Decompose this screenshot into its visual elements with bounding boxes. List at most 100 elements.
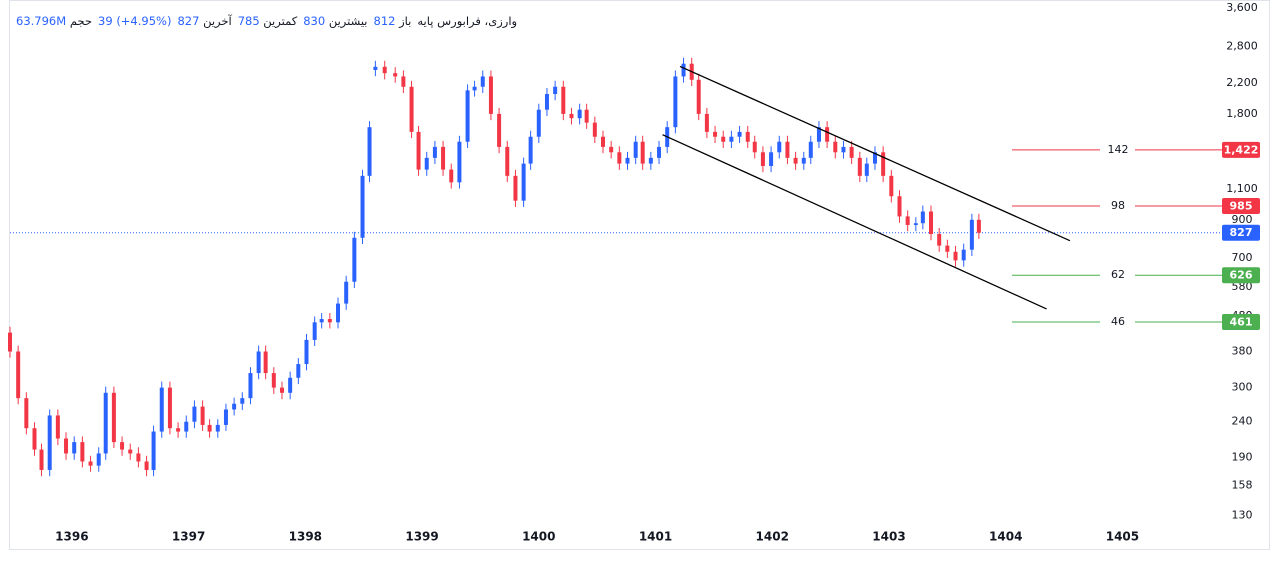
candle-body bbox=[151, 431, 156, 470]
candle-body bbox=[352, 237, 357, 282]
level-name: 142 bbox=[1108, 143, 1129, 156]
candle-body bbox=[864, 163, 869, 176]
candle-body bbox=[729, 136, 734, 142]
info-item: کمترین 785 bbox=[238, 14, 298, 28]
symbol-title: وارزی، فرابورس پایه bbox=[417, 14, 518, 28]
candle-body bbox=[657, 146, 662, 158]
x-tick-label: 1401 bbox=[639, 530, 672, 544]
candle-body bbox=[937, 234, 942, 246]
candle-body bbox=[553, 86, 558, 95]
x-tick-label: 1399 bbox=[405, 530, 438, 544]
candle-body bbox=[240, 398, 245, 404]
candle-body bbox=[953, 251, 958, 261]
info-item: حجم 63.796M bbox=[16, 14, 92, 28]
info-value: 39 bbox=[98, 14, 113, 28]
candle-body bbox=[737, 131, 742, 137]
candle-body bbox=[769, 152, 774, 166]
chart-frame bbox=[9, 0, 1270, 550]
candle-body bbox=[752, 141, 757, 153]
candle-body bbox=[505, 146, 510, 176]
candle-body bbox=[207, 424, 212, 432]
price-badge-label: 985 bbox=[1230, 199, 1253, 212]
candle-body bbox=[424, 157, 429, 170]
info-value: 827 bbox=[177, 14, 200, 28]
candle-body bbox=[55, 415, 60, 439]
level-name: 98 bbox=[1111, 199, 1125, 212]
candle-body bbox=[881, 152, 886, 176]
candle-body bbox=[592, 122, 597, 137]
candle-body bbox=[304, 339, 309, 365]
candle-body bbox=[111, 392, 116, 443]
candle-body bbox=[465, 90, 470, 142]
price-badge bbox=[1222, 267, 1260, 284]
candle-body bbox=[136, 453, 141, 462]
candle-body bbox=[441, 146, 446, 170]
candle-body bbox=[80, 442, 85, 462]
candle-body bbox=[897, 196, 902, 217]
candle-body bbox=[296, 364, 301, 378]
trend-line bbox=[679, 65, 1071, 242]
price-badge-label: 626 bbox=[1230, 269, 1253, 282]
candle-body bbox=[176, 428, 181, 432]
candle-body bbox=[432, 146, 437, 158]
candle-body bbox=[625, 157, 630, 164]
candle-body bbox=[263, 351, 268, 374]
level-name: 46 bbox=[1111, 315, 1125, 328]
x-tick-label: 1396 bbox=[55, 530, 88, 544]
price-badge bbox=[1222, 141, 1260, 158]
candle-body bbox=[721, 136, 726, 142]
candle-body bbox=[577, 109, 582, 119]
candle-body bbox=[409, 86, 414, 132]
x-tick-label: 1400 bbox=[522, 530, 555, 544]
y-tick-label: 130 bbox=[1232, 508, 1253, 521]
candle-body bbox=[681, 63, 686, 77]
candle-body bbox=[889, 175, 894, 197]
price-badge-label: 461 bbox=[1230, 315, 1253, 328]
trend-line bbox=[662, 134, 1047, 310]
candle-body bbox=[472, 86, 477, 91]
info-label: آخرین bbox=[203, 14, 232, 28]
candle-body bbox=[16, 351, 21, 399]
y-tick-label: 190 bbox=[1232, 450, 1253, 463]
candle-body bbox=[144, 461, 149, 470]
candle-body bbox=[536, 109, 541, 137]
candle-body bbox=[528, 136, 533, 164]
candle-body bbox=[905, 216, 910, 225]
candle-body bbox=[344, 281, 349, 304]
info-value: 830 bbox=[303, 14, 326, 28]
candle-body bbox=[920, 211, 925, 224]
x-tick-label: 1397 bbox=[172, 530, 205, 544]
y-tick-label: 158 bbox=[1232, 479, 1253, 492]
candle-body bbox=[857, 157, 862, 176]
candle-body bbox=[569, 113, 574, 119]
candle-body bbox=[704, 113, 709, 132]
info-item: بیشترین 830 bbox=[303, 14, 367, 28]
candle-body bbox=[32, 428, 37, 450]
candle-body bbox=[279, 387, 284, 393]
x-tick-label: 1403 bbox=[872, 530, 905, 544]
info-value: 63.796M bbox=[16, 14, 67, 28]
candle-body bbox=[961, 249, 966, 261]
candle-body bbox=[872, 152, 877, 164]
x-tick-label: 1404 bbox=[989, 530, 1022, 544]
candle-body bbox=[673, 76, 678, 128]
candle-body bbox=[64, 438, 69, 454]
candle-body bbox=[223, 409, 228, 425]
candle-body bbox=[929, 211, 934, 235]
candle-body bbox=[808, 141, 813, 158]
candle-body bbox=[816, 127, 821, 142]
candle-body bbox=[192, 406, 197, 422]
info-label: بیشترین bbox=[328, 14, 368, 28]
info-label: حجم bbox=[69, 14, 93, 28]
price-badge bbox=[1222, 313, 1260, 330]
candle-body bbox=[617, 152, 622, 164]
info-item: باز 812 bbox=[374, 14, 412, 28]
candle-body bbox=[336, 303, 341, 323]
candle-body bbox=[167, 387, 172, 429]
candle-body bbox=[561, 86, 566, 114]
info-value: 812 bbox=[373, 14, 396, 28]
candle-body bbox=[232, 403, 237, 410]
y-tick-label: 2,200 bbox=[1226, 76, 1258, 89]
y-tick-label: 1,800 bbox=[1226, 107, 1258, 120]
